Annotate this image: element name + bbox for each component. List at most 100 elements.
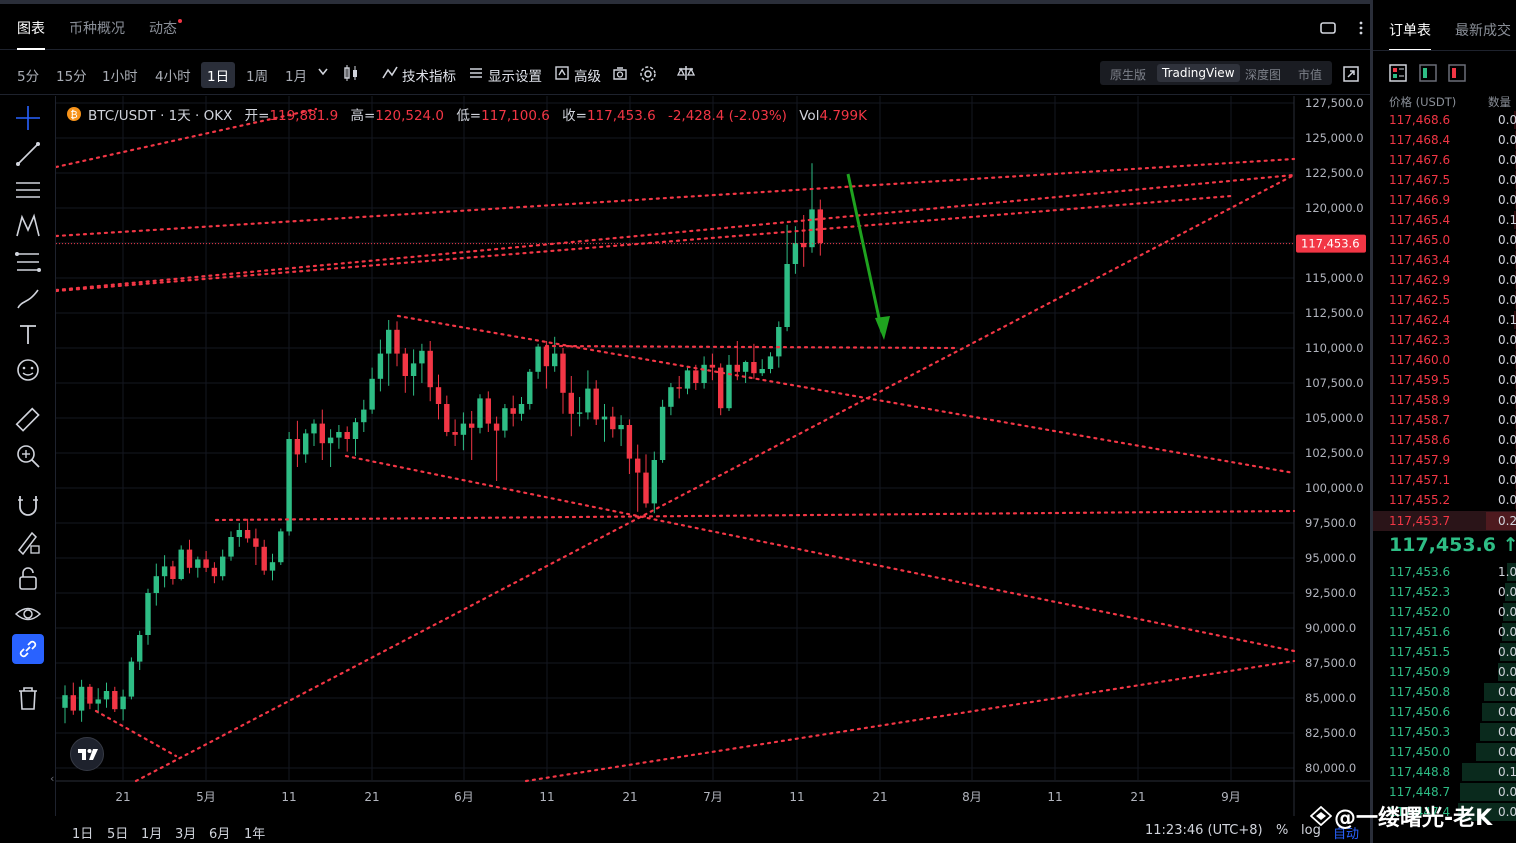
ask-row[interactable]: 117,467.6 0.0 <box>1373 150 1516 170</box>
ask-row[interactable]: 117,462.4 0.1 <box>1373 310 1516 330</box>
tab-chart[interactable]: 图表 <box>17 18 45 50</box>
ask-row[interactable]: 117,462.3 0.0 <box>1373 330 1516 350</box>
indicators-button[interactable]: 技术指标 <box>402 69 456 85</box>
book-bids-icon[interactable] <box>1419 64 1437 82</box>
bid-row[interactable]: 117,450.6 0.0 <box>1373 702 1516 722</box>
ask-row[interactable]: 117,467.5 0.0 <box>1373 170 1516 190</box>
collapse-arrow-icon[interactable]: ‹ <box>50 772 55 785</box>
view-native[interactable]: 原生版 <box>1110 68 1147 82</box>
bid-row[interactable]: 117,447.4 0.0 <box>1373 802 1516 822</box>
bid-row[interactable]: 117,450.0 0.0 <box>1373 742 1516 762</box>
ask-row[interactable]: 117,465.0 0.0 <box>1373 230 1516 250</box>
lock-drawing-pen-icon[interactable] <box>14 528 42 556</box>
bid-row[interactable]: 117,451.6 0.0 <box>1373 622 1516 642</box>
candle-type-icon[interactable] <box>343 65 359 81</box>
view-tradingview[interactable]: TradingView <box>1157 64 1240 82</box>
magnet-icon[interactable] <box>14 492 42 520</box>
eye-icon[interactable] <box>14 600 42 628</box>
zoom-in-icon[interactable] <box>14 442 42 470</box>
bid-row[interactable]: 117,452.0 0.0 <box>1373 602 1516 622</box>
more-icon[interactable] <box>1358 21 1364 35</box>
emoji-icon[interactable] <box>14 356 42 384</box>
chevron-down-icon[interactable] <box>318 68 328 76</box>
ruler-icon[interactable] <box>14 406 42 434</box>
trend-line-icon[interactable] <box>14 140 42 168</box>
candle-body <box>377 353 384 379</box>
pattern-icon[interactable] <box>14 212 42 240</box>
ask-row[interactable]: 117,465.4 0.1 <box>1373 210 1516 230</box>
horizontal-lines-icon[interactable] <box>14 176 42 204</box>
interval-1d[interactable]: 1日 <box>201 62 236 88</box>
tab-feed[interactable]: 动态 <box>149 21 177 37</box>
bid-row[interactable]: 117,448.7 0.0 <box>1373 782 1516 802</box>
trash-icon[interactable] <box>14 684 42 712</box>
fib-icon[interactable] <box>14 248 42 276</box>
gear-icon[interactable] <box>639 65 657 83</box>
interval-1w[interactable]: 1周 <box>246 69 269 85</box>
bid-row[interactable]: 117,450.9 0.0 <box>1373 662 1516 682</box>
interval-1h[interactable]: 1小时 <box>102 69 138 85</box>
link-button[interactable] <box>12 634 44 664</box>
tab-coin-overview[interactable]: 币种概况 <box>69 21 125 37</box>
bid-row[interactable]: 117,448.8 0.1 <box>1373 762 1516 782</box>
time-tick-label: 21 <box>872 790 887 804</box>
candle-body <box>203 559 209 568</box>
ask-row[interactable]: 117,462.9 0.0 <box>1373 270 1516 290</box>
crosshair-icon[interactable] <box>14 104 42 132</box>
view-marketcap[interactable]: 市值 <box>1298 68 1323 82</box>
ask-row[interactable]: 117,453.7 0.2 <box>1373 511 1516 531</box>
ask-row[interactable]: 117,468.4 0.0 <box>1373 130 1516 150</box>
text-icon[interactable] <box>14 320 42 348</box>
ask-row[interactable]: 117,458.6 0.0 <box>1373 430 1516 450</box>
ask-row[interactable]: 117,468.6 0.0 <box>1373 110 1516 130</box>
fullscreen-icon[interactable] <box>1343 66 1359 82</box>
bid-row[interactable]: 117,451.5 0.0 <box>1373 642 1516 662</box>
advanced-button[interactable]: 高级 <box>574 69 601 85</box>
lock-icon[interactable] <box>14 564 42 592</box>
ask-row[interactable]: 117,460.0 0.0 <box>1373 350 1516 370</box>
candle-body <box>228 537 234 557</box>
bid-row[interactable]: 117,450.8 0.0 <box>1373 682 1516 702</box>
log-toggle[interactable]: log <box>1301 823 1321 838</box>
range-6m[interactable]: 6月 <box>209 827 231 842</box>
range-3m[interactable]: 3月 <box>175 827 197 842</box>
bid-row[interactable]: 117,450.3 0.0 <box>1373 722 1516 742</box>
price-chart[interactable]: 127,500.0 125,000.0 122,500.0 120,000.0 117,… <box>56 96 1370 816</box>
window-icon[interactable] <box>1320 21 1336 35</box>
bid-row[interactable]: 117,453.6 1.0 <box>1373 562 1516 582</box>
ask-row[interactable]: 117,458.9 0.0 <box>1373 390 1516 410</box>
ask-row[interactable]: 117,462.5 0.0 <box>1373 290 1516 310</box>
ask-row[interactable]: 117,455.2 0.0 <box>1373 490 1516 510</box>
range-1y[interactable]: 1年 <box>244 827 266 842</box>
interval-5m[interactable]: 5分 <box>17 69 40 85</box>
view-depth[interactable]: 深度图 <box>1245 68 1282 82</box>
chart-canvas[interactable]: 127,500.0 125,000.0 122,500.0 120,000.0 117,… <box>56 96 1370 816</box>
auto-toggle[interactable]: 自动 <box>1333 827 1360 842</box>
interval-4h[interactable]: 4小时 <box>155 69 191 85</box>
range-1m[interactable]: 1月 <box>141 827 163 842</box>
tradingview-logo[interactable] <box>70 737 104 771</box>
ask-row[interactable]: 117,466.9 0.0 <box>1373 190 1516 210</box>
scale-icon[interactable] <box>677 65 695 81</box>
range-1d[interactable]: 1日 <box>72 827 94 842</box>
interval-15m[interactable]: 15分 <box>56 69 87 85</box>
book-asks-icon[interactable] <box>1448 64 1466 82</box>
interval-1mo[interactable]: 1月 <box>285 69 308 85</box>
ask-row[interactable]: 117,463.4 0.0 <box>1373 250 1516 270</box>
price-tick-label: 85,000.0 <box>1305 691 1356 705</box>
display-settings-button[interactable]: 显示设置 <box>488 69 542 85</box>
brush-icon[interactable] <box>14 284 42 312</box>
book-both-icon[interactable] <box>1389 64 1407 82</box>
tab-orderbook[interactable]: 订单表 <box>1389 20 1431 51</box>
tab-latest-trades[interactable]: 最新成交 <box>1455 23 1511 39</box>
percent-toggle[interactable]: % <box>1276 823 1289 838</box>
ask-row[interactable]: 117,458.7 0.0 <box>1373 410 1516 430</box>
panel-divider[interactable] <box>1370 0 1373 843</box>
ask-row[interactable]: 117,459.5 0.0 <box>1373 370 1516 390</box>
ask-row[interactable]: 117,457.9 0.0 <box>1373 450 1516 470</box>
range-5d[interactable]: 5日 <box>107 827 129 842</box>
ask-row[interactable]: 117,457.1 0.0 <box>1373 470 1516 490</box>
candle-body <box>435 387 442 404</box>
bid-row[interactable]: 117,452.3 0.0 <box>1373 582 1516 602</box>
snapshot-icon[interactable] <box>612 66 628 82</box>
